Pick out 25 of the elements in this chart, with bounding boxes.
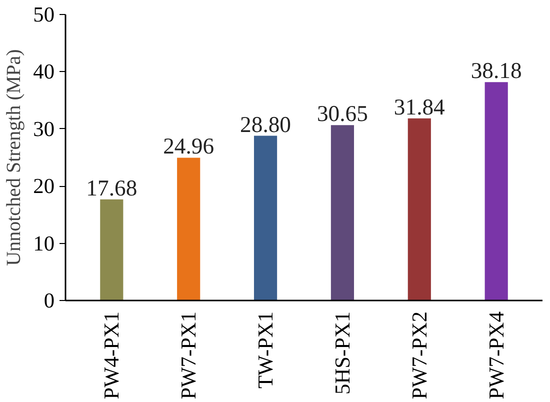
- data-label: 28.80: [240, 112, 292, 137]
- bar: [254, 136, 278, 300]
- x-tick-label: PW7-PX1: [176, 312, 201, 400]
- y-tick-label: 50: [33, 2, 54, 26]
- y-tick-label: 0: [44, 288, 55, 312]
- x-tick-label: TW-PX1: [254, 311, 278, 389]
- data-label: 38.18: [470, 58, 522, 84]
- x-tick-label: 5HS-PX1: [330, 311, 354, 394]
- data-label: 17.68: [86, 175, 138, 200]
- data-label: 31.84: [394, 94, 445, 120]
- y-tick-label: 40: [33, 60, 54, 84]
- bar: [100, 199, 124, 300]
- data-label: 24.96: [163, 134, 214, 159]
- bar: [408, 118, 431, 300]
- y-tick-label: 20: [33, 174, 54, 198]
- bar: [330, 125, 354, 300]
- bar: [177, 158, 200, 300]
- data-label: 30.65: [316, 101, 368, 126]
- x-tick-label: PW7-PX4: [484, 311, 508, 400]
- x-tick-label: PW7-PX2: [407, 312, 432, 400]
- x-tick-label: PW4-PX1: [100, 312, 124, 400]
- y-tick-label: 30: [33, 116, 54, 141]
- y-axis-title: Unnotched Strength (MPa): [3, 49, 26, 266]
- bar: [484, 82, 508, 300]
- y-tick-label: 10: [33, 231, 54, 256]
